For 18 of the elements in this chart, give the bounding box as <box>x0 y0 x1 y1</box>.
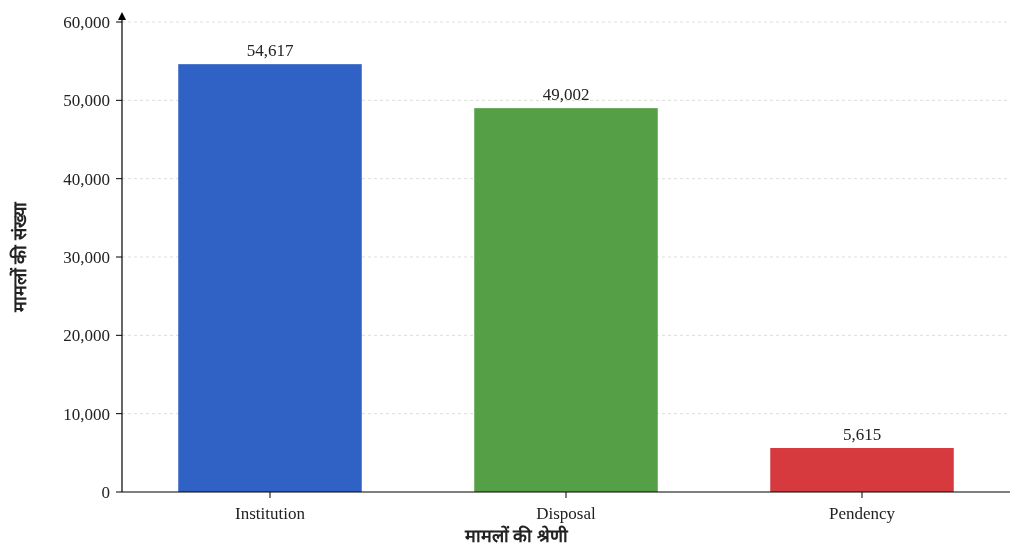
bar <box>178 64 362 492</box>
y-tick-label: 40,000 <box>63 169 110 189</box>
y-tick-label: 60,000 <box>63 13 110 32</box>
bar <box>474 108 658 492</box>
data-label: 54,617 <box>246 41 294 61</box>
y-tick-label: 30,000 <box>63 248 110 267</box>
data-label: 5,615 <box>842 425 882 445</box>
data-label: 49,002 <box>542 85 590 105</box>
x-axis-title: मामलों की श्रेणी <box>463 525 569 546</box>
y-axis-title: मामलों की संख्या <box>9 201 30 313</box>
bar <box>770 448 954 492</box>
y-tick-label: 0 <box>101 483 110 502</box>
x-tick-label: Disposal <box>536 504 597 523</box>
y-tick-label: 10,000 <box>63 404 110 424</box>
x-tick-label: Pendency <box>828 504 896 523</box>
y-tick-label: 50,000 <box>63 91 110 111</box>
x-tick-label: Institution <box>235 504 306 523</box>
y-tick-label: 20,000 <box>63 326 110 346</box>
